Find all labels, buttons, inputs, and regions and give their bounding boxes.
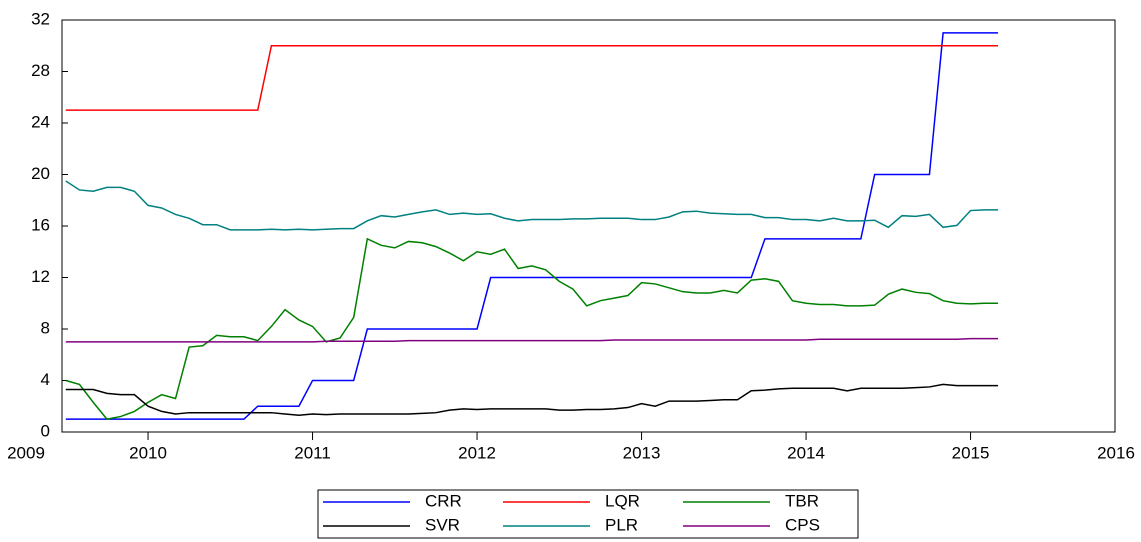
series-line	[65, 337, 999, 343]
legend-label: CPS	[785, 515, 820, 534]
series-line	[65, 180, 999, 231]
legend-label: SVR	[425, 515, 460, 534]
x-tick-label: 2015	[952, 443, 990, 462]
y-tick-label: 28	[31, 61, 50, 80]
y-tick-label: 4	[41, 370, 50, 389]
legend-label: PLR	[605, 515, 638, 534]
x-tick-label: 2014	[787, 443, 825, 462]
legend-label: TBR	[785, 491, 819, 510]
x-tick-label: 2009	[7, 443, 45, 462]
x-tick-label: 2011	[294, 443, 331, 462]
series-line	[65, 45, 999, 111]
y-tick-label: 16	[31, 215, 50, 234]
y-tick-label: 8	[41, 318, 50, 337]
legend-label: LQR	[605, 491, 640, 510]
series-line	[65, 32, 999, 420]
x-tick-label: 2016	[1097, 443, 1135, 462]
x-tick-label: 2012	[458, 443, 496, 462]
y-tick-label: 32	[31, 9, 50, 28]
y-tick-label: 24	[31, 112, 50, 131]
x-tick-label: 2013	[623, 443, 661, 462]
legend-label: CRR	[425, 491, 462, 510]
series-line	[65, 383, 999, 417]
y-tick-label: 0	[41, 421, 50, 440]
series-line	[65, 237, 999, 420]
y-tick-label: 12	[31, 267, 50, 286]
y-tick-label: 20	[31, 164, 50, 183]
legend-box	[317, 489, 859, 539]
x-tick-label: 2010	[129, 443, 167, 462]
